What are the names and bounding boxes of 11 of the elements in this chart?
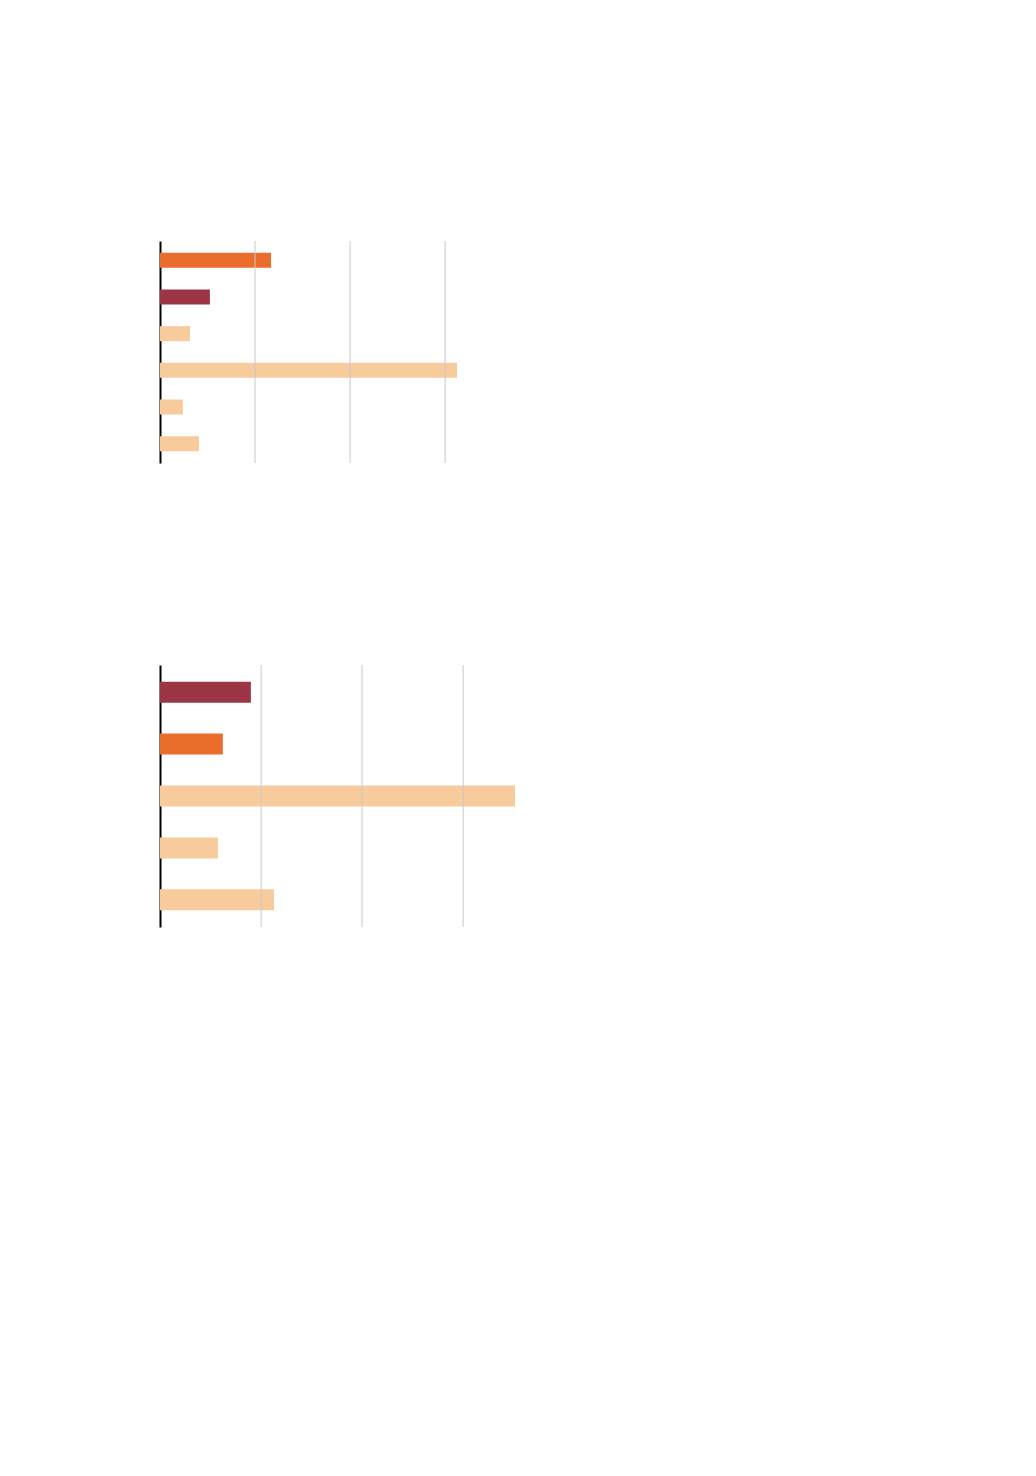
bar — [160, 837, 218, 859]
bar — [160, 289, 210, 305]
bar — [160, 399, 183, 415]
bar — [160, 733, 223, 755]
bar — [160, 252, 272, 268]
bar — [160, 326, 190, 342]
bar — [160, 681, 251, 703]
bar — [160, 785, 515, 807]
bar — [160, 889, 274, 911]
bar — [160, 362, 457, 378]
bar — [160, 436, 199, 452]
